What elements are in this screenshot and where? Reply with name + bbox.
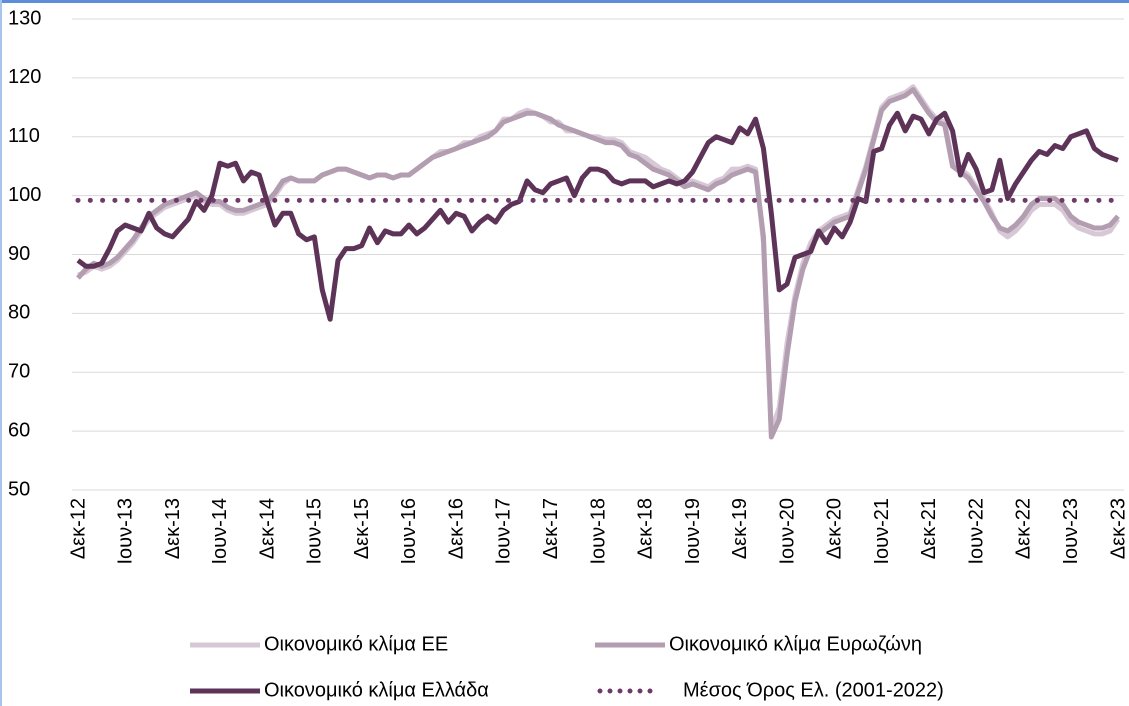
y-tick-label: 80 bbox=[8, 302, 30, 324]
x-tick-label: Δεκ-18 bbox=[635, 498, 657, 559]
x-tick-label: Δεκ-21 bbox=[918, 498, 940, 559]
x-tick-label: Ιουν-19 bbox=[682, 498, 704, 565]
x-tick-label: Δεκ-23 bbox=[1107, 498, 1129, 559]
y-tick-label: 70 bbox=[8, 361, 30, 383]
y-tick-label: 120 bbox=[8, 66, 41, 88]
y-tick-label: 60 bbox=[8, 419, 30, 441]
x-tick-label: Ιουν-18 bbox=[587, 498, 609, 565]
x-tick-label: Δεκ-17 bbox=[540, 498, 562, 559]
x-tick-label: Δεκ-15 bbox=[351, 498, 373, 559]
x-tick-label: Ιουν-14 bbox=[209, 498, 231, 565]
y-tick-label: 90 bbox=[8, 243, 30, 265]
x-tick-label: Ιουν-23 bbox=[1060, 498, 1082, 565]
legend-label: Οικονομικό κλίμα ΕΕ bbox=[264, 633, 448, 655]
legend-label: Οικονομικό κλίμα Ευρωζώνη bbox=[669, 633, 922, 655]
series-line bbox=[76, 87, 1120, 440]
x-tick-label: Ιουν-22 bbox=[965, 498, 987, 565]
frame-left bbox=[0, 0, 2, 706]
x-tick-label: Ιουν-21 bbox=[871, 498, 893, 565]
x-tick-label: Δεκ-22 bbox=[1013, 498, 1035, 559]
x-tick-label: Δεκ-19 bbox=[729, 498, 751, 559]
x-tick-label: Δεκ-16 bbox=[445, 498, 467, 559]
x-tick-label: Δεκ-20 bbox=[824, 498, 846, 559]
frame-top bbox=[0, 0, 1129, 3]
series-line bbox=[77, 84, 1121, 434]
y-tick-label: 100 bbox=[8, 184, 41, 206]
x-tick-label: Ιουν-16 bbox=[398, 498, 420, 565]
legend-label: Μέσος Όρος Ελ. (2001-2022) bbox=[683, 679, 944, 701]
x-tick-label: Ιουν-15 bbox=[304, 498, 326, 565]
x-tick-label: Ιουν-13 bbox=[115, 498, 137, 565]
x-tick-label: Δεκ-14 bbox=[256, 498, 278, 559]
x-tick-label: Ιουν-20 bbox=[776, 498, 798, 565]
x-tick-label: Δεκ-12 bbox=[67, 498, 89, 559]
y-tick-label: 130 bbox=[8, 7, 41, 29]
series-line bbox=[76, 110, 1119, 322]
y-tick-label: 110 bbox=[8, 125, 40, 147]
x-tick-label: Δεκ-13 bbox=[162, 498, 184, 559]
x-tick-label: Ιουν-17 bbox=[493, 498, 515, 565]
y-tick-label: 50 bbox=[8, 478, 30, 500]
legend-label: Οικονομικό κλίμα Ελλάδα bbox=[264, 679, 489, 701]
